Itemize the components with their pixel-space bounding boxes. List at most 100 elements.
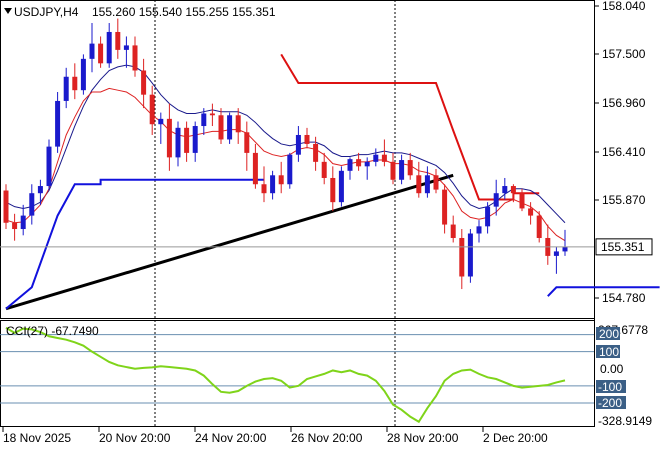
candle-body	[184, 127, 190, 153]
candle-body	[459, 237, 465, 277]
price-tick: 154.780	[602, 291, 646, 305]
candle-body	[399, 160, 405, 180]
candle-body	[270, 175, 276, 194]
cci-levels	[0, 334, 594, 404]
candle-body	[175, 127, 181, 158]
price-tick: 158.040	[602, 0, 646, 13]
trendline-segment	[5, 173, 454, 311]
cci-level-label: 200	[599, 327, 619, 341]
price-tick: 157.500	[602, 47, 646, 61]
candle-body	[407, 160, 413, 176]
candle-body	[158, 118, 164, 125]
candle-body	[132, 45, 138, 71]
moving-averages	[5, 64, 566, 242]
trendline[interactable]	[5, 173, 454, 311]
price-tick: 156.960	[602, 96, 646, 110]
cci-level-label: 100	[599, 345, 619, 359]
candle-body	[89, 43, 95, 59]
candle-body	[347, 159, 353, 171]
candle-body	[373, 154, 379, 162]
candle-body	[244, 132, 250, 153]
cci-level-label: -200	[598, 396, 622, 410]
candle-body	[261, 184, 267, 194]
ma-fast-line	[5, 87, 566, 242]
time-tick: 26 Nov 20:00	[291, 431, 363, 445]
candle-body	[141, 70, 147, 95]
candle-body	[553, 251, 559, 256]
collapse-arrow-icon[interactable]	[4, 8, 12, 14]
symbol-timeframe: USDJPY,H4	[14, 5, 79, 19]
candle-body	[313, 143, 319, 162]
candle-body	[235, 115, 241, 133]
candle-body	[55, 100, 61, 147]
candle-body	[433, 175, 439, 190]
candle-body	[476, 226, 482, 234]
candle-body	[252, 152, 258, 185]
price-axis: 158.040 157.500 156.960 156.410 155.870 …	[594, 0, 646, 305]
candle-body	[287, 154, 293, 185]
time-tick: 28 Nov 20:00	[387, 431, 459, 445]
candle-body	[536, 215, 542, 238]
candle-body	[467, 233, 473, 277]
candle-body	[528, 208, 534, 216]
cci-axis: 267.6778 200 100 0.00 -100 -200 -328.914…	[596, 323, 652, 428]
candle-body	[20, 215, 26, 230]
candle-body	[149, 94, 155, 125]
candle-body	[493, 193, 499, 207]
candle-body	[356, 159, 362, 167]
candle-body	[304, 134, 310, 144]
candle-body	[192, 126, 198, 153]
candle-body	[3, 190, 9, 223]
stop-lower-line-2	[547, 286, 660, 297]
cci-level-label: -100	[598, 380, 622, 394]
candle-body	[510, 186, 516, 194]
candle-body	[29, 193, 35, 216]
candle-body	[364, 161, 370, 167]
candle-body	[98, 43, 104, 64]
time-tick: 18 Nov 2025	[3, 431, 71, 445]
candle-body	[278, 175, 284, 185]
candle-body	[442, 189, 448, 225]
candle-body	[227, 115, 233, 140]
time-tick: 20 Nov 20:00	[99, 431, 171, 445]
candle-body	[37, 186, 43, 194]
candle-body	[390, 161, 396, 180]
candle-body	[450, 224, 456, 238]
candle-body	[115, 31, 121, 50]
cci-line	[5, 326, 566, 424]
candle-body	[321, 161, 327, 178]
candle-body	[502, 186, 508, 194]
candle-body	[218, 115, 224, 140]
cci-series	[5, 326, 566, 424]
candle-body	[424, 175, 430, 194]
price-tick: 155.870	[602, 193, 646, 207]
candle-body	[519, 193, 525, 209]
candle-body	[12, 222, 18, 230]
cci-zero-label: 0.00	[600, 362, 624, 376]
candle-body	[381, 154, 387, 162]
price-tick: 156.410	[602, 145, 646, 159]
candle-body	[63, 76, 69, 101]
ohlc-values: 155.260 155.540 155.255 155.351	[92, 5, 276, 19]
candle-body	[562, 246, 568, 252]
candles	[3, 18, 568, 290]
candle-body	[80, 58, 86, 91]
stop-lower-line	[5, 178, 264, 310]
candle-body	[295, 134, 301, 155]
time-tick: 2 Dec 20:00	[483, 431, 548, 445]
candle-body	[416, 175, 422, 194]
cci-label: CCI(27) -67.7490	[6, 324, 99, 338]
candle-body	[166, 118, 172, 158]
current-price-label: 155.351	[595, 238, 653, 256]
ma-slow-line	[5, 64, 566, 224]
candle-body	[209, 113, 215, 116]
svg-text:155.351: 155.351	[601, 240, 645, 254]
candle-body	[72, 76, 78, 91]
candle-body	[485, 206, 491, 227]
cci-min-label: -328.9149	[598, 414, 652, 428]
candle-body	[106, 31, 112, 64]
candle-body	[330, 177, 336, 203]
candle-body	[201, 113, 207, 127]
candle-body	[123, 45, 129, 50]
